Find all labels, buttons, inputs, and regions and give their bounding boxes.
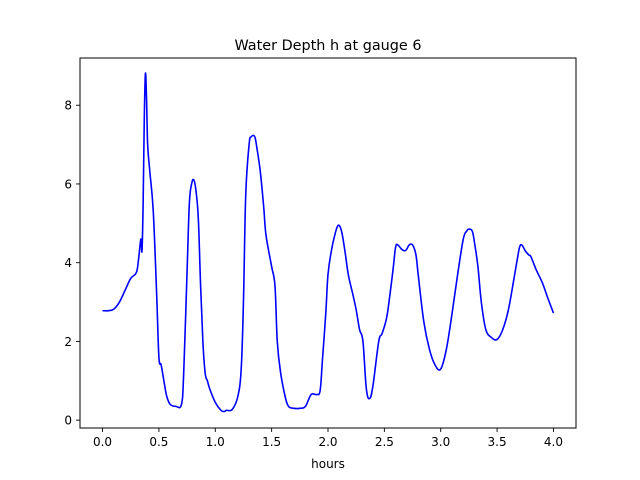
y-tick-label: 8 <box>64 99 72 113</box>
x-tick-label: 4.0 <box>544 435 563 449</box>
plot-layer <box>102 72 555 413</box>
x-axis-ticks: 0.0 0.5 1.0 1.5 2.0 2.5 3.0 3.5 4.0 <box>93 428 563 449</box>
x-tick-label: 0.5 <box>149 435 168 449</box>
x-tick-label: 2.0 <box>318 435 337 449</box>
x-tick-label: 3.0 <box>431 435 450 449</box>
y-tick-label: 2 <box>64 335 72 349</box>
series-line-0 <box>102 72 555 413</box>
y-axis-ticks: 0 2 4 6 8 <box>64 99 80 428</box>
y-tick-label: 4 <box>64 256 72 270</box>
x-tick-label: 2.5 <box>375 435 394 449</box>
chart-title: Water Depth h at gauge 6 <box>234 38 421 54</box>
y-tick-label: 0 <box>64 414 72 428</box>
x-tick-label: 1.5 <box>262 435 281 449</box>
x-axis-label: hours <box>311 457 345 471</box>
x-tick-label: 3.5 <box>488 435 507 449</box>
plot-frame <box>79 57 577 429</box>
y-tick-label: 6 <box>64 177 72 191</box>
x-tick-label: 1.0 <box>206 435 225 449</box>
x-tick-label: 0.0 <box>93 435 112 449</box>
